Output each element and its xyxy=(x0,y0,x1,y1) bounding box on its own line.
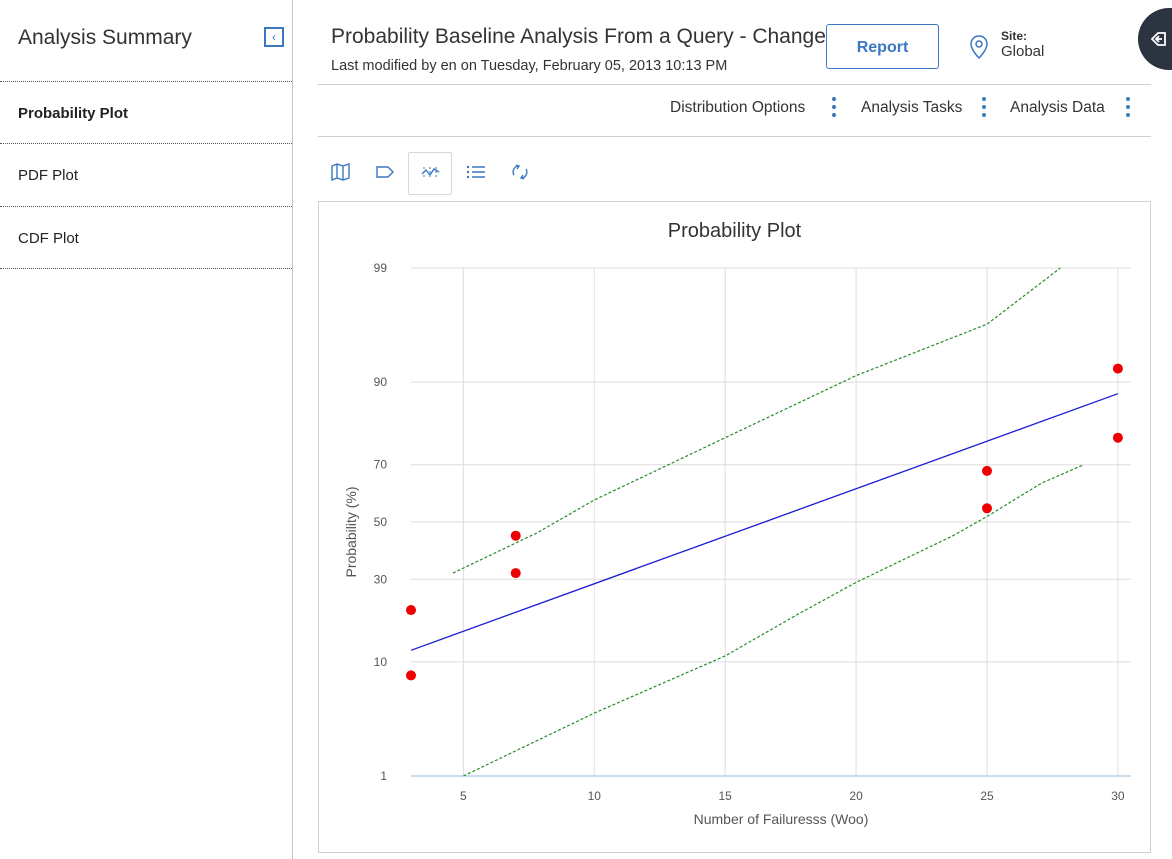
divider xyxy=(318,84,1151,85)
y-tick-label: 30 xyxy=(374,572,388,586)
analysis-data-menu[interactable]: Analysis Data xyxy=(1010,99,1105,116)
y-tick-label: 1 xyxy=(380,769,387,783)
sidebar-item-probability-plot[interactable]: Probability Plot xyxy=(18,105,129,122)
data-point xyxy=(510,568,521,579)
data-point xyxy=(406,670,416,681)
upper-confidence-bound xyxy=(452,267,1061,574)
x-tick-label: 25 xyxy=(980,789,994,803)
analysis-tasks-menu[interactable]: Analysis Tasks xyxy=(861,99,963,116)
last-modified-text: Last modified by en on Tuesday, February… xyxy=(331,58,728,74)
x-tick-label: 20 xyxy=(849,789,863,803)
site-value: Global xyxy=(1001,43,1045,60)
report-button[interactable]: Report xyxy=(826,24,939,69)
lower-confidence-bound xyxy=(463,464,1085,777)
divider xyxy=(0,143,292,144)
refresh-icon xyxy=(512,164,528,180)
y-tick-label: 99 xyxy=(374,261,388,275)
x-tick-label: 10 xyxy=(588,789,602,803)
divider xyxy=(0,206,292,207)
list-icon xyxy=(466,165,485,179)
fit-line xyxy=(410,393,1119,651)
data-point xyxy=(982,503,992,514)
x-tick-label: 5 xyxy=(460,789,467,803)
location-pin-icon xyxy=(968,34,990,60)
chart-title: Probability Plot xyxy=(667,220,802,242)
divider xyxy=(318,136,1151,137)
probability-plot-chart: Probability Plot 1 10 30 50 70 90 99 5 10 15 20 25 3… xyxy=(318,201,1151,853)
list-tool-button[interactable] xyxy=(454,152,498,195)
tag-tool-button[interactable] xyxy=(363,152,407,195)
data-point xyxy=(510,530,521,541)
divider xyxy=(0,81,292,82)
data-point xyxy=(982,465,992,476)
x-tick-label: 30 xyxy=(1111,789,1125,803)
x-tick-label: 15 xyxy=(719,789,733,803)
y-tick-label: 90 xyxy=(374,375,388,389)
refresh-tool-button[interactable] xyxy=(498,152,542,195)
sidebar: Analysis Summary ‹ Probability Plot PDF … xyxy=(0,0,293,859)
data-point xyxy=(406,605,416,616)
exit-button[interactable] xyxy=(1138,8,1172,70)
kebab-menu-icon[interactable] xyxy=(982,97,986,117)
exit-icon xyxy=(1150,32,1166,46)
sidebar-item-pdf-plot[interactable]: PDF Plot xyxy=(18,167,79,184)
page-title: Probability Baseline Analysis From a Que… xyxy=(331,25,831,48)
plot-icon xyxy=(421,167,440,179)
data-point xyxy=(1112,432,1123,443)
sidebar-title: Analysis Summary xyxy=(18,26,192,49)
map-tool-button[interactable] xyxy=(319,152,363,195)
collapse-sidebar-icon[interactable]: ‹ xyxy=(264,27,284,47)
y-tick-label: 50 xyxy=(374,515,388,529)
map-icon xyxy=(331,163,350,182)
site-label: Site: xyxy=(1001,29,1028,43)
plot-tool-button[interactable] xyxy=(408,152,452,195)
y-tick-label: 10 xyxy=(374,655,388,669)
sidebar-item-cdf-plot[interactable]: CDF Plot xyxy=(18,230,79,247)
tag-icon xyxy=(376,166,394,178)
data-point xyxy=(1112,363,1123,374)
divider xyxy=(0,268,292,269)
y-tick-label: 70 xyxy=(374,458,388,472)
distribution-options-menu[interactable]: Distribution Options xyxy=(670,99,806,116)
chart-svg: 1 10 30 50 70 90 99 5 10 15 20 25 30 Number of Failur… xyxy=(343,261,1131,827)
y-axis-label: Probability (%) xyxy=(343,486,359,577)
x-axis-label: Number of Failuresss (Woo) xyxy=(694,811,869,827)
kebab-menu-icon[interactable] xyxy=(832,97,836,117)
kebab-menu-icon[interactable] xyxy=(1126,97,1130,117)
